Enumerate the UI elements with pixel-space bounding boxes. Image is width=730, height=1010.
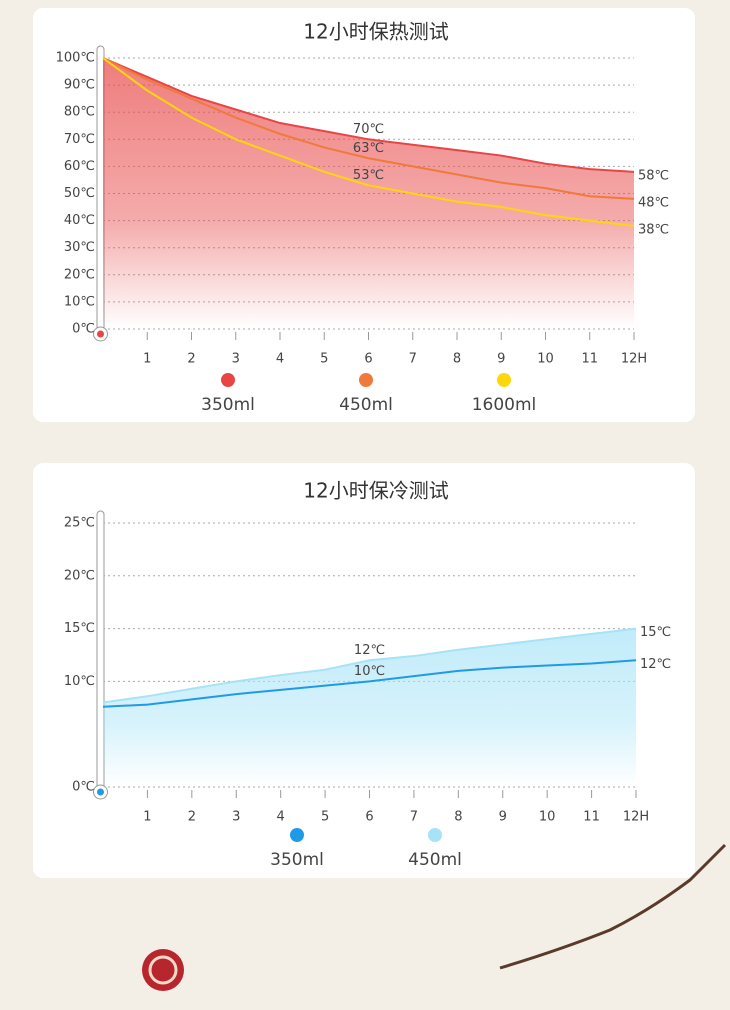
x-tick-label: 6 (365, 810, 373, 825)
x-tick-label: 2 (187, 352, 195, 367)
thermometer-dot (97, 788, 104, 796)
line (102, 627, 637, 704)
y-tick-label: 90℃ (64, 78, 95, 93)
y-tick-label: 80℃ (64, 105, 95, 120)
x-tick-label: 9 (499, 810, 507, 825)
y-tick-label: 100℃ (56, 51, 95, 66)
x-tick-label: 10 (539, 810, 556, 825)
y-tick-label: 0℃ (72, 322, 95, 337)
x-tick-label: 2 (188, 810, 196, 825)
legend-label: 450ml (339, 395, 393, 415)
x-tick-label: 7 (410, 810, 418, 825)
x-tick-label: 5 (320, 352, 328, 367)
value-label: 38℃ (638, 223, 669, 238)
line (102, 57, 635, 228)
x-tick-label: 7 (409, 352, 417, 367)
x-tick-label: 4 (277, 810, 285, 825)
x-tick-label: 6 (364, 352, 372, 367)
y-tick-label: 10℃ (64, 294, 95, 309)
x-tick-label: 1 (143, 352, 151, 367)
value-label: 48℃ (638, 195, 669, 210)
line (102, 659, 637, 708)
emblem (142, 949, 184, 991)
x-tick-label: 8 (454, 810, 462, 825)
chart-title: 12小时保冷测试 (303, 479, 448, 503)
y-tick-label: 60℃ (64, 159, 95, 174)
value-label: 53℃ (353, 168, 384, 183)
y-tick-label: 40℃ (64, 213, 95, 228)
branch (499, 843, 727, 970)
emblem-outer (142, 949, 184, 991)
chart-title: 12小时保热测试 (303, 20, 448, 44)
y-tick-label: 25℃ (64, 516, 95, 531)
thermometer (96, 510, 105, 790)
x-tick-label: 11 (583, 810, 600, 825)
emblem-inner (148, 955, 178, 985)
legend-label: 350ml (270, 850, 324, 870)
x-tick-label: 11 (581, 352, 598, 367)
thermometer (96, 45, 105, 332)
area (103, 58, 634, 329)
x-tick-label: 12H (621, 352, 647, 367)
x-tick-label: 8 (453, 352, 461, 367)
y-tick-label: 0℃ (72, 780, 95, 795)
y-tick-label: 50℃ (64, 186, 95, 201)
value-label: 15℃ (640, 625, 671, 640)
legend-swatch (290, 828, 304, 842)
legend-swatch (221, 373, 235, 387)
x-tick-label: 10 (537, 352, 554, 367)
line (102, 57, 635, 173)
y-tick-label: 20℃ (64, 267, 95, 282)
legend-label: 450ml (408, 850, 462, 870)
x-tick-label: 1 (143, 810, 151, 825)
value-label: 58℃ (638, 168, 669, 183)
x-tick-label: 9 (497, 352, 505, 367)
y-tick-label: 20℃ (64, 568, 95, 583)
legend-label: 350ml (201, 395, 255, 415)
value-label: 70℃ (353, 122, 384, 137)
legend-swatch (428, 828, 442, 842)
y-tick-label: 10℃ (64, 674, 95, 689)
value-label: 63℃ (353, 141, 384, 156)
value-label: 12℃ (354, 643, 385, 658)
y-tick-label: 15℃ (64, 621, 95, 636)
x-tick-label: 4 (276, 352, 284, 367)
y-tick-label: 70℃ (64, 132, 95, 147)
legend-label: 1600ml (472, 395, 537, 415)
thermometer-dot (97, 330, 104, 338)
x-tick-label: 3 (232, 810, 240, 825)
x-tick-label: 5 (321, 810, 329, 825)
x-tick-label: 3 (232, 352, 240, 367)
value-label: 12℃ (640, 657, 671, 672)
legend-swatch (359, 373, 373, 387)
y-tick-label: 30℃ (64, 240, 95, 255)
value-label: 10℃ (354, 664, 385, 679)
line (102, 57, 635, 200)
x-tick-label: 12H (623, 810, 649, 825)
legend-swatch (497, 373, 511, 387)
